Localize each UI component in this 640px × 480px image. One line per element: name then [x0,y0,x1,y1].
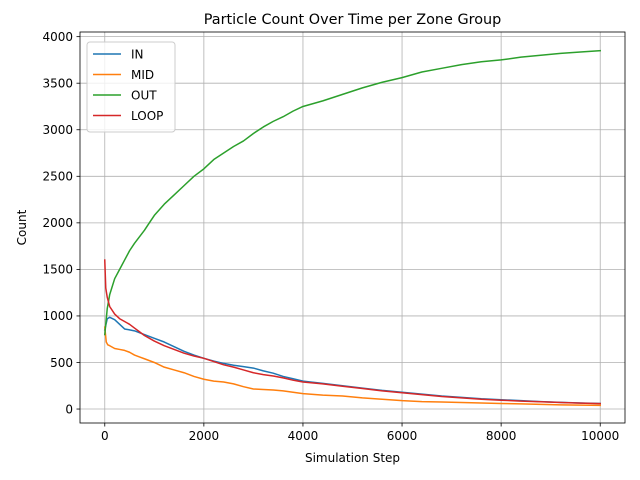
y-tick-label: 3000 [42,123,73,137]
y-tick-label: 0 [65,402,73,416]
y-tick-label: 1000 [42,309,73,323]
x-tick-label: 10000 [581,429,619,443]
y-tick-label: 2000 [42,216,73,230]
series-line-loop [103,259,601,405]
y-tick-label: 1500 [42,263,73,277]
chart-title: Particle Count Over Time per Zone Group [204,12,502,28]
series-line-out [103,49,602,336]
x-tick-label: 0 [101,429,109,443]
legend-label-mid: MID [131,68,154,82]
legend-label-loop: LOOP [131,109,163,123]
legend: IN MID OUT LOOP [86,41,176,133]
legend-box [86,41,176,133]
y-tick-label: 500 [50,356,73,370]
y-tick-label: 2500 [42,170,73,184]
x-tick-label: 2000 [189,429,220,443]
plot-frame [79,31,626,424]
x-tick-label: 6000 [387,429,418,443]
y-tick-label: 4000 [42,30,73,44]
x-axis-label: Simulation Step [305,451,400,465]
x-tick-label: 4000 [288,429,319,443]
grid [80,32,625,423]
y-axis-label: Count [15,209,29,245]
series-lines [103,49,602,407]
series-line-mid [103,326,601,407]
legend-label-out: OUT [131,88,157,102]
y-tick-label: 3500 [42,77,73,91]
legend-label-in: IN [131,47,144,61]
x-tick-label: 8000 [486,429,517,443]
ticks: 0 2000 4000 6000 8000 10000 0 500 1000 1500 2000 25… [42,30,619,443]
